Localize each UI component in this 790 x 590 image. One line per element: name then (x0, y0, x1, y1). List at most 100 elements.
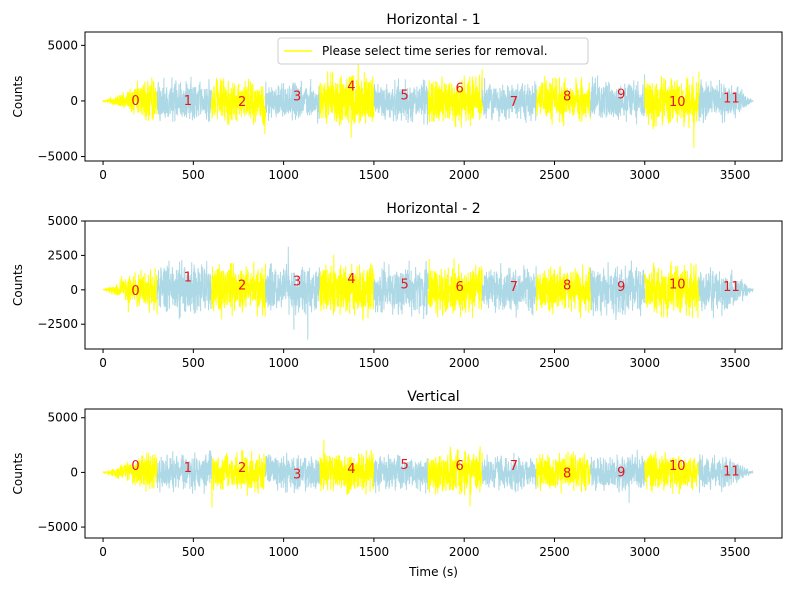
signal-segment-10 (644, 261, 700, 319)
x-tick-label: 500 (182, 356, 205, 370)
signal-segment-3 (265, 246, 321, 340)
signal-group (102, 63, 754, 148)
segment-label-7: 7 (510, 280, 518, 295)
x-tick-label: 500 (182, 168, 205, 182)
x-tick-label: 2000 (449, 356, 480, 370)
legend: Please select time series for removal. (277, 37, 589, 65)
segment-label-9: 9 (617, 280, 625, 295)
segment-label-11: 11 (723, 464, 740, 479)
signal-segment-9 (590, 260, 646, 321)
segment-label-4: 4 (347, 272, 355, 287)
segment-label-8: 8 (563, 279, 571, 294)
segment-label-4: 4 (347, 79, 355, 94)
segment-label-2: 2 (238, 461, 246, 476)
signal-segment-1 (156, 76, 212, 122)
axes-frame (84, 220, 783, 350)
segment-label-6: 6 (456, 82, 464, 97)
y-tick-label: 5000 (47, 214, 78, 228)
chart-panel-2: 0 500 1000 1500 2000 2500 3000 3500 −5000 0 5000 0 1… (11, 389, 783, 579)
segment-label-0: 0 (131, 284, 139, 299)
y-axis-label: Counts (11, 76, 25, 118)
signal-segment-9 (590, 449, 646, 503)
x-axis-label: Time (s) (408, 565, 458, 579)
x-tick-label: 3500 (720, 168, 751, 182)
x-tick-label: 1500 (359, 168, 390, 182)
signal-segment-0 (102, 452, 158, 492)
chart-panel-1: 0 500 1000 1500 2000 2500 3000 3500−25000250050… (11, 201, 783, 370)
signal-segment-2 (210, 77, 267, 135)
x-tick-label: 1500 (359, 356, 390, 370)
x-tick-label: 1500 (359, 545, 390, 559)
y-tick-label: 5000 (47, 411, 78, 425)
segment-label-6: 6 (456, 459, 464, 474)
segment-label-8: 8 (563, 467, 571, 482)
segment-label-10: 10 (669, 459, 686, 474)
segment-label-7: 7 (510, 95, 518, 110)
x-tick-label: 3500 (720, 356, 751, 370)
segment-label-9: 9 (617, 465, 625, 480)
signal-group (102, 246, 754, 340)
segment-label-4: 4 (347, 462, 355, 477)
y-tick-label: −5000 (37, 150, 78, 164)
segment-label-1: 1 (184, 270, 192, 285)
segment-label-5: 5 (400, 277, 408, 292)
segment-label-5: 5 (400, 88, 408, 103)
signal-segment-6 (427, 258, 483, 318)
chart-panel-0: 0 500 1000 1500 2000 2500 3000 3500 −5000 0 5000 0 1… (11, 12, 783, 182)
signal-segment-2 (210, 450, 267, 508)
segment-label-11: 11 (723, 92, 740, 107)
y-tick-label: 0 (70, 465, 78, 479)
segment-label-0: 0 (131, 94, 139, 109)
x-tick-label: 1000 (268, 545, 299, 559)
segment-label-2: 2 (238, 279, 246, 294)
chart-title: Vertical (407, 389, 459, 405)
x-tick-label: 3000 (629, 356, 660, 370)
signal-segment-8 (535, 264, 592, 319)
x-tick-label: 2000 (449, 168, 480, 182)
y-tick-label: 0 (70, 283, 78, 297)
signal-segment-4 (319, 439, 375, 496)
signal-segment-7 (481, 263, 537, 318)
x-tick-label: 2500 (539, 356, 570, 370)
segment-label-11: 11 (723, 280, 740, 295)
y-axis-label: Counts (11, 264, 25, 306)
x-tick-label: 3500 (720, 545, 751, 559)
signal-segment-5 (373, 454, 429, 494)
y-tick-label: 2500 (47, 248, 78, 262)
signal-segment-9 (590, 74, 646, 125)
segment-label-7: 7 (510, 459, 518, 474)
y-axis-label: Counts (11, 453, 25, 495)
signal-segment-8 (535, 451, 592, 494)
segment-label-1: 1 (184, 94, 192, 109)
signal-segment-8 (535, 75, 592, 127)
x-tick-label: 1000 (268, 168, 299, 182)
chart-title: Horizontal - 1 (386, 12, 480, 28)
legend-box (277, 37, 589, 65)
y-tick-label: −5000 (37, 520, 78, 534)
axes-frame (84, 31, 783, 162)
x-tick-label: 0 (99, 168, 107, 182)
chart-title: Horizontal - 2 (386, 201, 480, 217)
x-tick-label: 3000 (629, 168, 660, 182)
signal-segment-11 (698, 454, 754, 493)
segment-label-10: 10 (669, 277, 686, 292)
signal-segment-5 (373, 260, 429, 320)
signal-segment-11 (698, 79, 754, 124)
signal-segment-3 (265, 452, 321, 494)
x-tick-label: 2000 (449, 545, 480, 559)
signal-segment-4 (319, 254, 375, 321)
segment-label-8: 8 (563, 90, 571, 105)
segment-label-9: 9 (617, 87, 625, 102)
segment-label-3: 3 (293, 90, 301, 105)
axes-frame (84, 408, 783, 539)
signal-segment-1 (156, 259, 212, 320)
signal-segment-6 (427, 446, 483, 507)
x-tick-label: 2500 (539, 545, 570, 559)
signal-group (102, 439, 754, 508)
x-tick-label: 500 (182, 545, 205, 559)
signal-segment-6 (427, 69, 483, 128)
segment-label-6: 6 (456, 280, 464, 295)
signal-segment-11 (698, 267, 754, 319)
signal-segment-7 (481, 77, 537, 123)
